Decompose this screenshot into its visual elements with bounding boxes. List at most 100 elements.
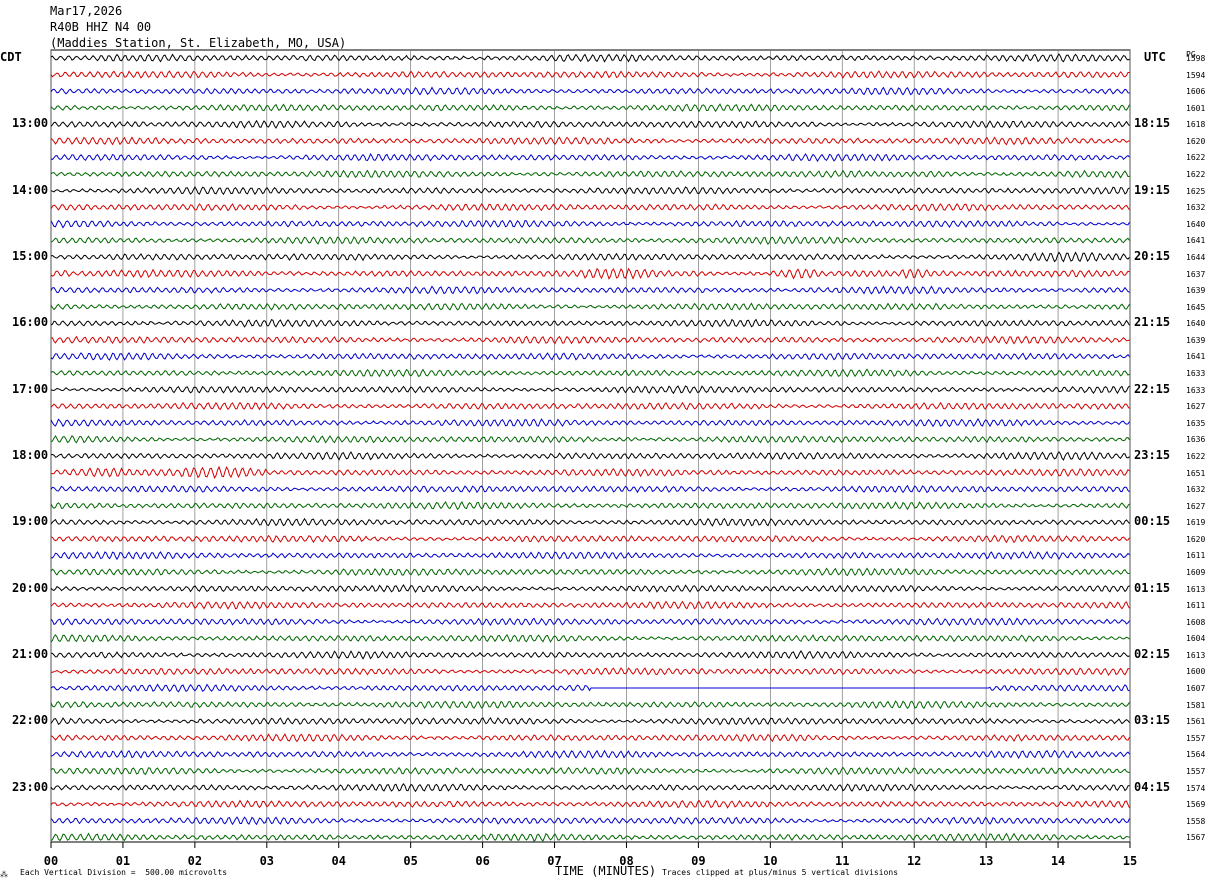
- cdt-time-label: 21:00: [12, 646, 49, 661]
- seismic-trace: [50, 799, 1130, 809]
- seismic-trace: [50, 418, 1130, 428]
- utc-time-label: 03:15: [1134, 713, 1171, 728]
- trace-rms-value: 1604: [1186, 634, 1206, 644]
- trace-rms-value: 1557: [1186, 733, 1206, 743]
- trace-rms-value: 1645: [1186, 302, 1206, 312]
- scale-note: Each Vertical Division = 500.00 microvol…: [20, 868, 228, 877]
- header-date: Mar17,2026: [50, 4, 123, 18]
- cdt-time-label: 14:00: [12, 182, 49, 197]
- cdt-time-label: 16:00: [12, 315, 49, 330]
- seismic-trace: [50, 584, 1130, 593]
- trace-rms-value: 1651: [1186, 468, 1206, 478]
- seismic-trace: [50, 500, 1130, 511]
- seismic-trace: [50, 401, 1130, 411]
- trace-rms-value: 1607: [1186, 684, 1206, 694]
- seismic-trace: [50, 385, 1130, 395]
- x-tick-label: 12: [906, 854, 922, 868]
- seismic-trace: [50, 451, 1130, 461]
- seismic-trace: [50, 832, 1130, 842]
- cdt-time-label: 20:00: [12, 580, 49, 595]
- x-tick-label: 09: [691, 854, 706, 868]
- trace-rms-value: 1627: [1186, 402, 1206, 412]
- seismic-trace: [50, 219, 1130, 229]
- seismic-trace: [50, 169, 1130, 179]
- trace-rms-value: 1606: [1186, 87, 1206, 97]
- x-tick-label: 04: [331, 854, 346, 868]
- seismic-trace: [50, 484, 1130, 494]
- trace-rms-value: 1611: [1186, 551, 1206, 561]
- seismic-trace: [50, 302, 1130, 311]
- seismic-trace: [50, 136, 1130, 146]
- x-tick-label: 03: [259, 854, 275, 868]
- seismic-trace: [50, 717, 1130, 726]
- trace-rms-value: 1594: [1186, 70, 1206, 80]
- utc-time-label: 02:15: [1134, 646, 1171, 661]
- seismic-trace: [50, 700, 1130, 710]
- seismic-trace: [50, 368, 1130, 378]
- seismic-trace: [50, 86, 1130, 96]
- trace-rms-value: 1611: [1186, 601, 1206, 611]
- clip-note: Traces clipped at plus/minus 5 vertical …: [662, 868, 899, 877]
- trace-rms-value: 1613: [1186, 650, 1206, 660]
- utc-time-label: 00:15: [1134, 514, 1171, 529]
- trace-rms-value: 1609: [1186, 567, 1206, 577]
- seismic-trace: [50, 650, 1130, 660]
- x-tick-label: 02: [187, 854, 203, 868]
- seismic-trace: [50, 285, 1130, 295]
- trace-rms-value: 1641: [1186, 236, 1206, 246]
- trace-rms-value: 1644: [1186, 252, 1206, 262]
- trace-rms-value: 1633: [1186, 385, 1206, 395]
- seismic-trace: [50, 251, 1130, 263]
- seismic-trace: [50, 733, 1130, 743]
- seismic-trace: [50, 633, 1130, 643]
- x-tick-label: 00: [43, 854, 59, 868]
- trace-rms-value: 1641: [1186, 352, 1206, 362]
- utc-time-label: 22:15: [1134, 381, 1171, 396]
- seismic-trace: [50, 683, 1130, 693]
- seismic-trace: [50, 816, 1130, 826]
- trace-rms-value: 1581: [1186, 700, 1206, 710]
- utc-time-label: 21:15: [1134, 315, 1171, 330]
- trace-rms-value: 1639: [1186, 335, 1206, 345]
- seismic-trace: [50, 600, 1130, 610]
- trace-rms-value: 1564: [1186, 750, 1206, 760]
- seismic-trace: [50, 53, 1130, 63]
- seismic-trace: [50, 185, 1130, 196]
- seismic-trace: [50, 103, 1130, 113]
- cdt-time-label: 23:00: [12, 779, 49, 794]
- trace-rms-value: 1620: [1186, 136, 1206, 146]
- cdt-time-label: 18:00: [12, 447, 49, 462]
- header-channel: R40B HHZ N4 00: [50, 20, 152, 34]
- x-tick-label: 07: [547, 854, 562, 868]
- x-tick-label: 01: [115, 854, 131, 868]
- seismic-trace: [50, 766, 1130, 776]
- trace-rms-value: 1558: [1186, 816, 1206, 826]
- trace-rms-value: 1574: [1186, 783, 1206, 793]
- seismic-trace: [50, 465, 1130, 479]
- trace-rms-value: 1622: [1186, 153, 1206, 163]
- trace-rms-value: 1637: [1186, 269, 1206, 279]
- trace-rms-value: 1640: [1186, 319, 1206, 329]
- cdt-time-label: 22:00: [12, 713, 49, 728]
- cdt-time-label: 17:00: [12, 381, 49, 396]
- trace-rms-value: 1600: [1186, 667, 1206, 677]
- seismic-trace: [50, 749, 1130, 760]
- x-axis-title: TIME (MINUTES): [555, 864, 657, 878]
- utc-time-label: 18:15: [1134, 116, 1171, 131]
- x-tick-label: 15: [1122, 854, 1138, 868]
- trace-rms-value: 1627: [1186, 501, 1206, 511]
- cdt-time-label: 15:00: [12, 248, 49, 263]
- seismic-trace: [50, 667, 1130, 677]
- trace-rms-value: 1619: [1186, 518, 1206, 528]
- trace-rms-value: 1613: [1186, 584, 1206, 594]
- x-tick-label: 10: [763, 854, 778, 868]
- trace-rms-value: 1639: [1186, 286, 1206, 296]
- x-tick-label: 06: [475, 854, 490, 868]
- seismic-trace: [50, 318, 1130, 328]
- utc-label: UTC: [1144, 50, 1166, 64]
- trace-rms-value: 1601: [1186, 103, 1206, 113]
- seismic-trace: [50, 335, 1130, 345]
- seismic-trace: [50, 351, 1130, 361]
- trace-rms-value: 1625: [1186, 186, 1206, 196]
